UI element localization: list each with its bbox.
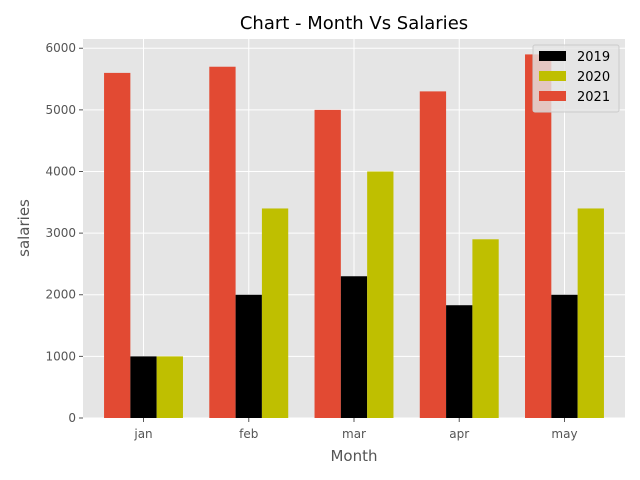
bar-2020-feb <box>261 208 289 418</box>
x-axis-ticks: jan feb mar apr may <box>133 418 578 441</box>
bar-2021-feb <box>209 66 236 419</box>
x-tick-label: feb <box>239 427 258 441</box>
bar-2021-may <box>525 54 552 419</box>
y-tick-label: 2000 <box>45 288 76 302</box>
bar-2020-jan <box>156 356 183 418</box>
x-tick-label: apr <box>449 427 469 441</box>
bar-2020-mar <box>367 171 394 418</box>
x-tick-label: jan <box>133 427 152 441</box>
bar-2021-apr <box>419 91 447 418</box>
bar-2020-may <box>577 208 604 418</box>
x-axis-label: Month <box>330 447 377 465</box>
y-tick-label: 1000 <box>45 349 76 363</box>
legend-label-2019: 2019 <box>577 50 610 65</box>
legend-swatch-2019 <box>539 51 566 61</box>
y-axis-ticks: 0 1000 2000 3000 4000 5000 6000 <box>45 41 83 425</box>
bar-2021-jan <box>104 72 131 418</box>
chart-title: Chart - Month Vs Salaries <box>240 13 468 34</box>
bar-2019-mar <box>340 276 368 418</box>
bar-2019-apr <box>446 305 473 418</box>
x-tick-label: may <box>551 427 577 441</box>
legend-label-2021: 2021 <box>577 90 610 105</box>
legend-swatch-2020 <box>539 71 566 81</box>
bar-2019-may <box>551 294 578 418</box>
y-tick-label: 0 <box>68 411 76 425</box>
y-tick-label: 3000 <box>45 226 76 240</box>
y-axis-label: salaries <box>15 199 33 257</box>
y-tick-label: 5000 <box>45 103 76 117</box>
legend: 2019 2020 2021 <box>532 44 620 113</box>
bars <box>104 54 604 419</box>
x-tick-label: mar <box>342 427 366 441</box>
bar-2020-apr <box>472 239 499 418</box>
bar-2021-mar <box>314 109 341 418</box>
bar-2019-feb <box>235 294 262 418</box>
y-tick-label: 6000 <box>45 41 76 55</box>
bar-2019-jan <box>130 356 157 418</box>
legend-swatch-2021 <box>539 91 566 101</box>
y-tick-label: 4000 <box>45 164 76 178</box>
legend-label-2020: 2020 <box>577 70 610 85</box>
